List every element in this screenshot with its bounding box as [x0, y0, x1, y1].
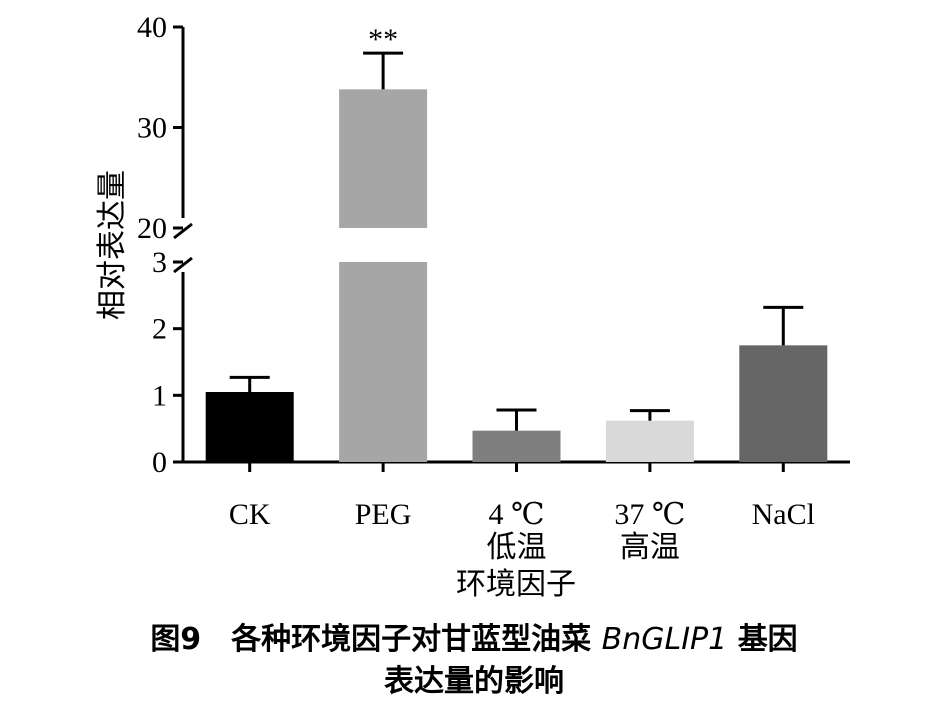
figure-caption-line2: 表达量的影响: [0, 656, 948, 700]
y-tick-label: 2: [152, 313, 167, 346]
bar: [339, 89, 428, 228]
axis-break-mark: [173, 222, 193, 240]
labels: 0 1 2 320 30 40 CK ** PEG 4 ℃低温 37 ℃高温 NaCl 相对表达量环境因…: [95, 11, 815, 602]
significance-label: **: [368, 23, 398, 56]
caption-prefix: 图9 各种环境因子对甘蓝型油菜: [150, 622, 592, 657]
caption-line2: 表达量的影响: [384, 664, 564, 699]
y-tick-label: 20: [137, 212, 167, 245]
caption-gene: BnGLIP1: [601, 622, 728, 657]
x-tick-label: 低温: [487, 531, 547, 564]
y-tick-label: 0: [152, 446, 167, 479]
y-tick-label: 30: [137, 112, 167, 145]
caption-suffix: 基因: [737, 622, 798, 657]
bar: [739, 345, 828, 462]
y-tick-label: 3: [152, 246, 167, 279]
y-tick-label: 1: [152, 379, 167, 412]
axis-break-mark: [173, 256, 193, 274]
x-tick-label: 37 ℃: [614, 498, 685, 531]
y-axis-title: 相对表达量: [95, 170, 130, 320]
x-tick-label: 高温: [620, 531, 680, 564]
x-axis-title: 环境因子: [456, 567, 576, 602]
bar-chart: 0 1 2 320 30 40 CK ** PEG 4 ℃低温 37 ℃高温 NaCl 相对表达量环境因…: [95, 11, 850, 602]
figure-caption: 图9 各种环境因子对甘蓝型油菜 BnGLIP1 基因: [0, 614, 948, 658]
x-tick-label: CK: [229, 498, 271, 531]
x-tick-label: NaCl: [752, 498, 815, 531]
bar: [605, 420, 694, 462]
bar: [472, 430, 561, 462]
x-tick-label: 4 ℃: [488, 498, 544, 531]
y-tick-label: 40: [137, 11, 167, 44]
bar: [339, 262, 428, 462]
x-tick-label: PEG: [355, 498, 412, 531]
bar: [205, 392, 294, 462]
bars: [205, 51, 828, 462]
